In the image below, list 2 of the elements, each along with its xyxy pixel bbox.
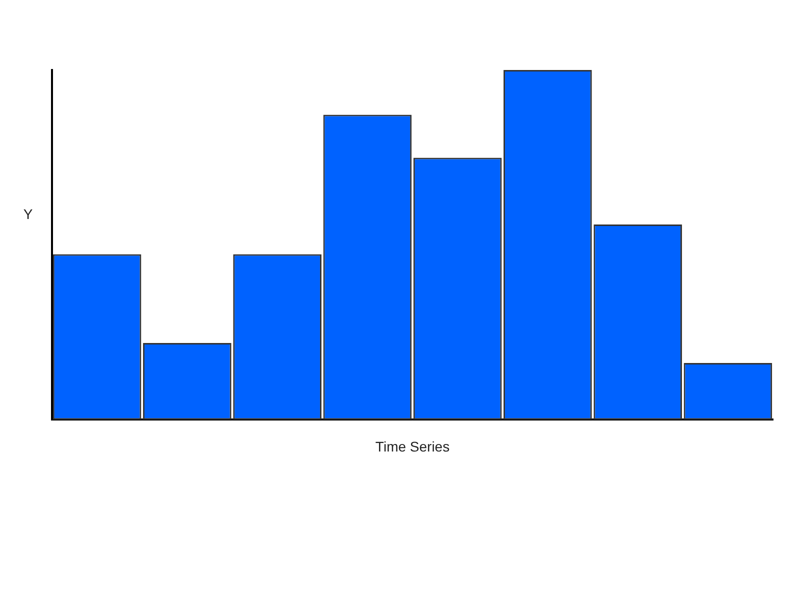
y-axis-title: Y xyxy=(23,206,34,222)
x-axis-title: Time Series xyxy=(375,438,450,454)
